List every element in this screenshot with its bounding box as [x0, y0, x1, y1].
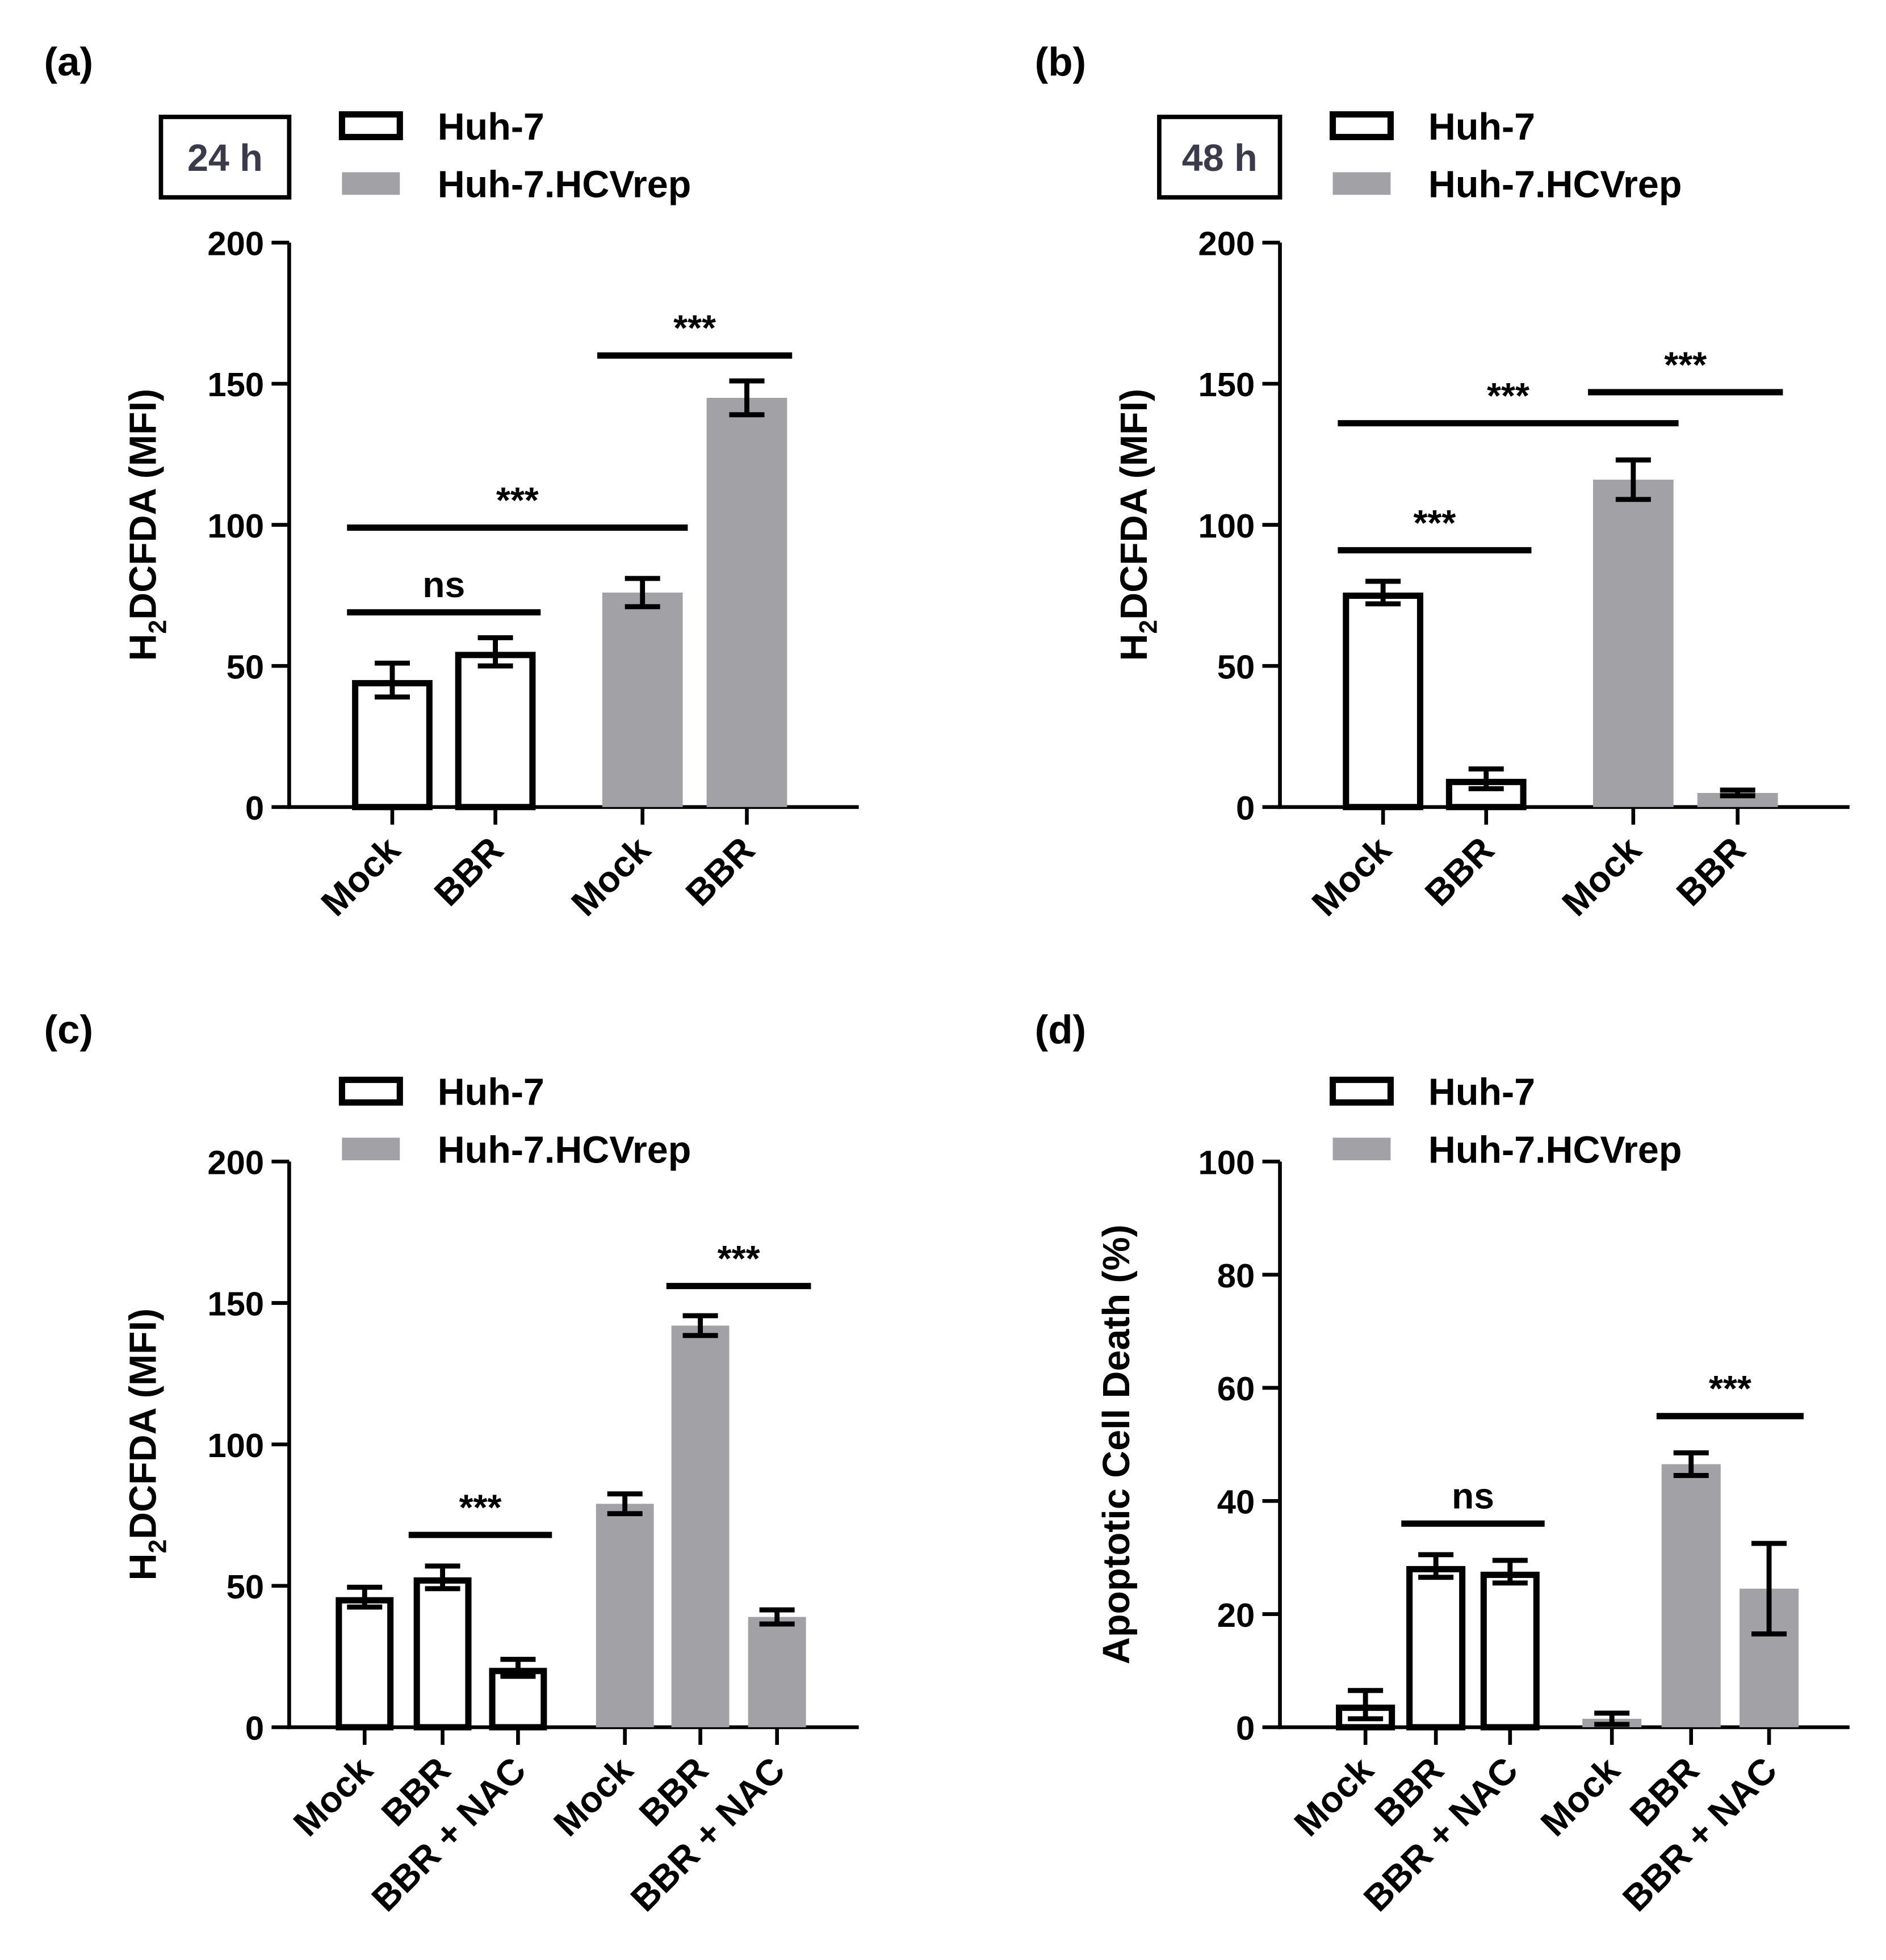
y-tick-label: 0	[245, 789, 264, 827]
y-tick-label: 100	[1198, 1143, 1255, 1181]
legend-swatch-2	[342, 1138, 400, 1161]
significance-label: ***	[1413, 502, 1456, 543]
y-axis-label: Apoptotic Cell Death (%)	[1096, 1224, 1138, 1664]
legend-swatch-1	[338, 1076, 403, 1106]
y-tick-label: 40	[1217, 1483, 1255, 1521]
significance-label: ***	[496, 480, 539, 521]
bar-huh-7-bbr-nac	[1480, 1571, 1540, 1731]
y-tick-label: 100	[207, 1426, 264, 1464]
panel-label: (b)	[1035, 40, 1086, 85]
legend-label-1: Huh-7	[438, 1072, 544, 1114]
y-tick-label: 0	[245, 1709, 264, 1747]
panel-label: (a)	[44, 40, 94, 85]
bar-huh-7-hcvrep-bbr-nac	[748, 1617, 806, 1727]
significance-label: ***	[1664, 344, 1707, 385]
significance-label: ***	[1487, 375, 1529, 416]
significance-label: ***	[673, 308, 716, 349]
bar-huh-7-bbr-nac	[489, 1668, 547, 1731]
bar-huh-7-hcvrep-mock	[602, 592, 683, 807]
significance-label: ns	[1452, 1476, 1494, 1517]
y-tick-label: 50	[1217, 648, 1255, 686]
y-tick-label: 50	[227, 648, 264, 686]
y-tick-label: 100	[207, 507, 264, 545]
y-tick-label: 200	[207, 225, 264, 263]
legend-label-2: Huh-7.HCVrep	[438, 1130, 691, 1172]
bar-huh-7-bbr	[455, 652, 536, 811]
y-tick-label: 150	[1198, 366, 1255, 404]
y-tick-label: 150	[207, 366, 264, 404]
significance-label: ns	[422, 564, 465, 605]
significance-label: ***	[718, 1238, 760, 1279]
bar-huh-7-hcvrep-mock	[596, 1504, 654, 1727]
legend-swatch-2	[1332, 1138, 1391, 1161]
legend-label-1: Huh-7	[438, 106, 544, 148]
y-tick-label: 100	[1198, 507, 1255, 545]
time-label-box	[1157, 115, 1283, 200]
legend-swatch-1	[1330, 1076, 1394, 1106]
bar-huh-7-mock	[352, 680, 433, 811]
bar-huh-7-bbr	[413, 1577, 472, 1731]
bar-huh-7-hcvrep-bbr	[706, 397, 787, 807]
y-axis-label: H2DCFDA (MFI)	[1113, 389, 1163, 661]
legend-label-1: Huh-7	[1428, 1072, 1535, 1114]
time-label: 48 h	[1182, 137, 1258, 179]
y-tick-label: 80	[1217, 1257, 1255, 1295]
y-tick-label: 50	[227, 1568, 264, 1606]
y-tick-label: 0	[1236, 789, 1255, 827]
y-tick-label: 200	[207, 1143, 264, 1181]
panel-label: (d)	[1035, 1008, 1086, 1052]
y-tick-label: 150	[207, 1285, 264, 1323]
legend-swatch-2	[342, 172, 400, 195]
legend-label-2: Huh-7.HCVrep	[438, 164, 691, 206]
legend-label-2: Huh-7.HCVrep	[1428, 164, 1682, 206]
bar-huh-7-mock	[1343, 592, 1424, 811]
legend-label-1: Huh-7	[1428, 106, 1535, 148]
y-tick-label: 60	[1217, 1370, 1255, 1408]
time-label: 24 h	[187, 137, 263, 179]
significance-label: ***	[1709, 1368, 1751, 1409]
y-tick-label: 0	[1236, 1709, 1255, 1747]
panel-label: (c)	[44, 1008, 94, 1052]
legend-swatch-1	[338, 111, 403, 140]
bar-huh-7-hcvrep-mock	[1592, 480, 1674, 807]
legend-label-2: Huh-7.HCVrep	[1428, 1130, 1682, 1172]
bar-huh-7-mock	[336, 1597, 394, 1731]
legend-swatch-2	[1332, 172, 1391, 195]
y-tick-label: 200	[1198, 225, 1255, 263]
y-tick-label: 20	[1217, 1596, 1255, 1634]
time-label-box	[158, 115, 292, 200]
bar-huh-7-hcvrep-bbr	[671, 1325, 730, 1727]
y-axis-label: H2DCFDA (MFI)	[123, 389, 172, 661]
significance-label: ***	[459, 1487, 502, 1528]
y-axis-label: H2DCFDA (MFI)	[123, 1308, 172, 1581]
legend-swatch-1	[1330, 111, 1394, 140]
bar-huh-7-bbr	[1406, 1566, 1466, 1731]
bar-huh-7-hcvrep-bbr	[1661, 1464, 1721, 1727]
